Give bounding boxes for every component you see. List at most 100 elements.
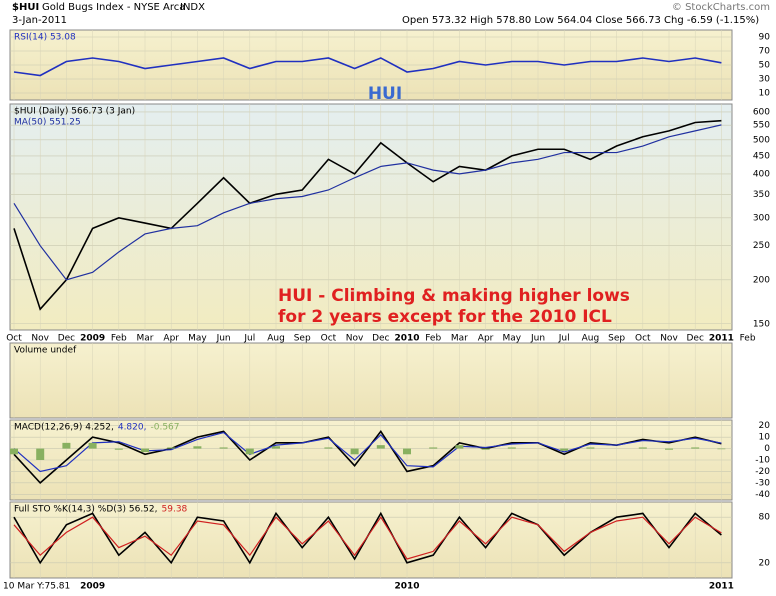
y-tick-label: 500 — [753, 135, 770, 145]
series-line — [13, 431, 722, 473]
y-tick-label: 80 — [759, 513, 771, 523]
histogram-bar — [717, 448, 726, 450]
y-tick-label: 70 — [759, 47, 771, 57]
x-tick-label: May — [502, 334, 521, 344]
histogram-bar — [245, 448, 254, 455]
histogram-bar — [114, 448, 123, 450]
histogram-bar — [376, 445, 385, 449]
y-tick-label: 50 — [759, 61, 771, 71]
series-line — [13, 516, 722, 560]
x-tick-label: Feb — [740, 334, 756, 344]
histogram-bar — [193, 446, 202, 449]
x-tick-label: 2011 — [709, 582, 734, 592]
y-tick-label: -10 — [755, 456, 770, 466]
x-tick-label: Aug — [267, 334, 285, 344]
x-tick-label: Aug — [582, 334, 600, 344]
date: 3-Jan-2011 — [12, 15, 67, 26]
x-tick-label: 2010 — [394, 334, 419, 344]
legend-entry: -0.567 — [150, 423, 179, 433]
x-tick-label: Jun — [530, 334, 545, 344]
y-tick-label: 150 — [753, 319, 770, 329]
histogram-bar — [167, 447, 176, 449]
y-tick-label: 350 — [753, 190, 770, 200]
annotation: HUI - Climbing & making higher lows — [278, 286, 630, 306]
histogram-bar — [455, 445, 464, 449]
legend-entry: 59.38 — [162, 505, 188, 515]
y-tick-label: 30 — [759, 75, 771, 85]
y-tick-label: 10 — [759, 433, 771, 443]
histogram-bar — [691, 447, 700, 449]
y-tick-label: 0 — [764, 444, 770, 454]
panel — [9, 501, 733, 579]
legend-entry: RSI(14) 53.08 — [14, 33, 76, 43]
histogram-bar — [481, 448, 490, 450]
x-tick-label: Nov — [31, 334, 49, 344]
x-tick-label: Mar — [137, 334, 154, 344]
histogram-bar — [429, 447, 438, 449]
y-tick-label: -40 — [755, 490, 770, 500]
panel-title: Volume undef — [14, 346, 77, 356]
source: © StockCharts.com — [672, 2, 770, 13]
x-tick-label: Jun — [216, 334, 231, 344]
x-tick-label: Dec — [58, 334, 75, 344]
legend-entry: MA(50) 551.25 — [14, 118, 81, 128]
histogram-bar — [403, 448, 411, 455]
x-tick-label: 2011 — [709, 334, 734, 344]
panel — [9, 103, 733, 331]
y-tick-label: 20 — [759, 558, 771, 568]
exchange: INDX — [180, 2, 205, 13]
legend-entry: 4.820, — [118, 423, 147, 433]
x-tick-label: Feb — [425, 334, 441, 344]
histogram-bar — [350, 448, 359, 455]
y-tick-label: -30 — [755, 478, 770, 488]
x-tick-label: Oct — [6, 334, 22, 344]
histogram-bar — [665, 448, 673, 450]
x-tick-label: 2009 — [80, 582, 105, 592]
panel — [9, 342, 733, 419]
x-tick-label: Jul — [558, 334, 570, 344]
legend-entry: Full STO %K(14,3) %D(3) 56.52, — [14, 505, 158, 515]
y-tick-label: 450 — [753, 151, 770, 161]
y-tick-label: 200 — [753, 275, 770, 285]
x-tick-label: Nov — [660, 334, 678, 344]
histogram-bar — [36, 448, 45, 460]
x-tick-label: May — [188, 334, 207, 344]
cursor: 10 Mar Y:75.81 — [3, 582, 70, 592]
x-tick-label: Sep — [608, 334, 625, 344]
histogram-bar — [586, 447, 595, 449]
y-tick-label: 600 — [753, 107, 770, 117]
x-tick-label: 2010 — [394, 582, 419, 592]
index-name: Gold Bugs Index - NYSE Arca — [42, 2, 185, 13]
histogram-bar — [560, 448, 569, 451]
x-tick-label: Oct — [635, 334, 651, 344]
x-tick-label: Apr — [163, 334, 179, 344]
x-tick-label: Oct — [321, 334, 337, 344]
y-tick-label: 20 — [759, 421, 771, 431]
x-tick-label: Dec — [686, 334, 703, 344]
y-tick-label: -20 — [755, 467, 770, 477]
symbol: $HUI — [12, 2, 39, 13]
legend-entry: MACD(12,26,9) 4.252, — [14, 423, 114, 433]
x-tick-label: Sep — [294, 334, 311, 344]
histogram-bar — [324, 447, 333, 449]
y-tick-label: 400 — [753, 169, 770, 179]
x-tick-label: Nov — [346, 334, 364, 344]
histogram-bar — [507, 447, 516, 449]
histogram-bar — [88, 442, 97, 449]
x-tick-label: Dec — [372, 334, 389, 344]
histogram-bar — [272, 446, 280, 449]
quote: Open 573.32 High 578.80 Low 564.04 Close… — [402, 15, 759, 26]
legend-entry: $HUI (Daily) 566.73 (3 Jan) — [14, 107, 135, 117]
y-tick-label: 90 — [759, 33, 771, 43]
y-tick-label: 300 — [753, 213, 770, 223]
histogram-bar — [141, 448, 149, 452]
y-tick-label: 250 — [753, 241, 770, 251]
histogram-bar — [219, 447, 228, 449]
x-tick-label: Apr — [478, 334, 494, 344]
x-tick-label: Mar — [451, 334, 468, 344]
annotation: HUI — [368, 84, 402, 104]
x-tick-label: Feb — [111, 334, 127, 344]
y-tick-label: 10 — [759, 89, 771, 99]
series-line — [13, 57, 722, 77]
